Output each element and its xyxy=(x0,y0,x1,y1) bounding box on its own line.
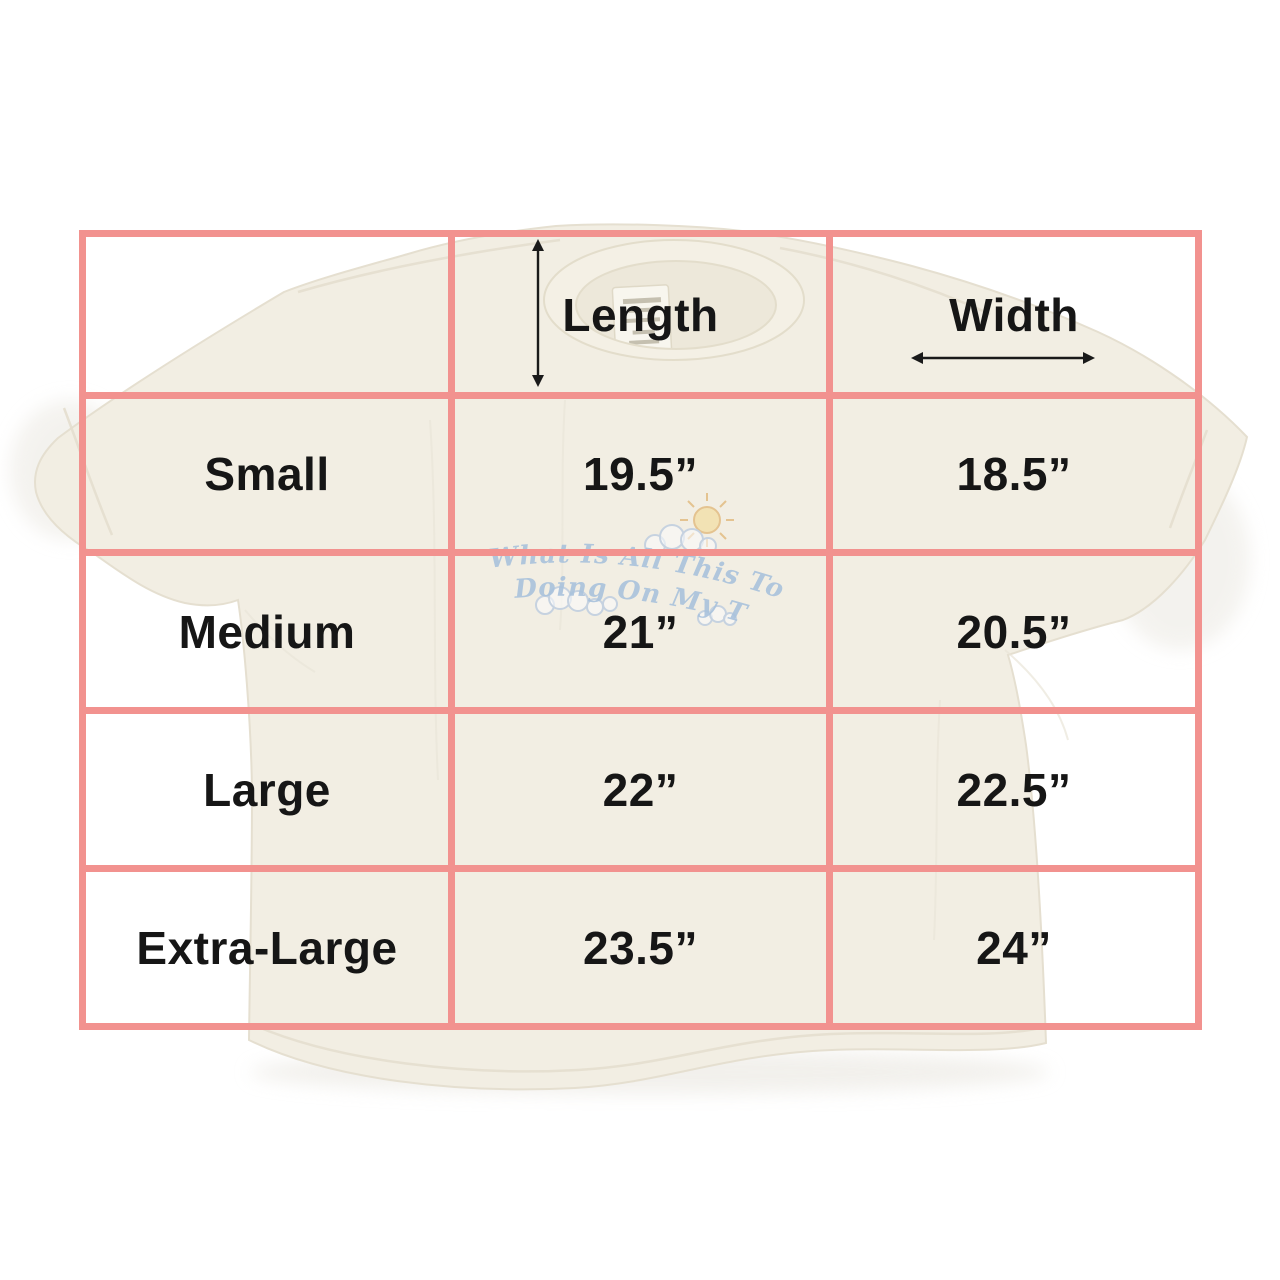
length-column-header: Length xyxy=(562,288,719,341)
size-label: Small xyxy=(204,448,330,500)
grid-line-row3 xyxy=(79,707,1202,714)
length-value: 23.5” xyxy=(582,921,699,974)
length-value: 19.5” xyxy=(582,448,699,500)
collar-band xyxy=(542,239,806,361)
width-value: 20.5” xyxy=(956,605,1072,658)
body-crease xyxy=(933,699,941,941)
grid-line-row1 xyxy=(79,392,1202,399)
right-shoulder-seam xyxy=(779,246,991,316)
width-value: 24” xyxy=(976,921,1052,974)
size-label: Extra-Large xyxy=(136,921,398,974)
grid-line-top xyxy=(79,230,1202,237)
armpit-crease-right xyxy=(1004,649,1069,741)
grid-line-col2 xyxy=(826,230,833,1030)
body-crease xyxy=(429,419,439,781)
grid-line-row4 xyxy=(79,865,1202,872)
width-value: 18.5” xyxy=(956,448,1072,500)
cloud-icon xyxy=(535,586,618,616)
size-label: Large xyxy=(203,763,331,816)
size-label: Medium xyxy=(178,605,356,658)
length-value: 21” xyxy=(602,605,679,658)
width-column-header: Width xyxy=(949,288,1079,341)
grid-line-col1 xyxy=(448,230,455,1030)
hem-stitch xyxy=(255,1024,1041,1073)
grid-line-left xyxy=(79,230,86,1030)
grid-line-row2 xyxy=(79,549,1202,556)
width-value: 22.5” xyxy=(956,763,1072,816)
left-cuff-seam xyxy=(62,407,114,536)
length-value: 22” xyxy=(602,763,679,816)
grid-line-bottom xyxy=(79,1023,1202,1030)
right-cuff-seam xyxy=(1168,429,1209,529)
tshirt-body xyxy=(34,223,1249,1091)
left-shoulder-seam xyxy=(297,238,561,294)
cloud-icon xyxy=(697,605,737,626)
horizontal-double-arrow-icon xyxy=(911,352,1095,364)
collar-tag xyxy=(611,284,673,355)
grid-line-right xyxy=(1195,230,1202,1030)
armpit-crease xyxy=(244,609,316,673)
vertical-double-arrow-icon xyxy=(532,239,544,387)
